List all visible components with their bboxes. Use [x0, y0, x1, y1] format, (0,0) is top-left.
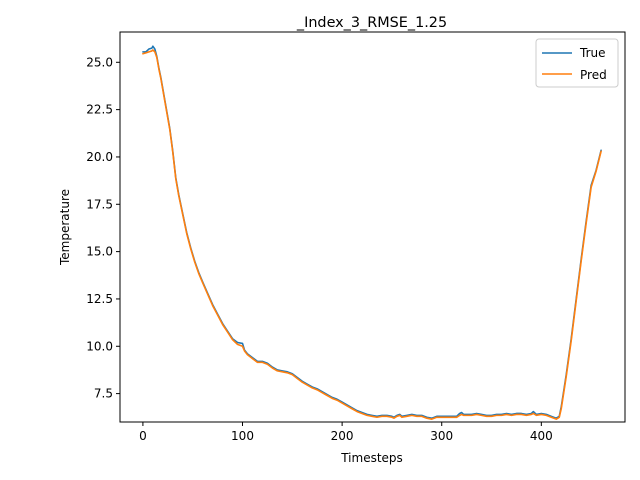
x-axis: 0 100 200 300 400 — [139, 422, 553, 443]
y-tick-label: 10.0 — [86, 339, 113, 353]
x-tick-label: 200 — [331, 429, 354, 443]
y-tick-label: 12.5 — [86, 292, 113, 306]
chart-title: _Index_3_RMSE_1.25 — [296, 15, 447, 31]
legend: True Pred — [535, 38, 619, 88]
y-tick-label: 25.0 — [86, 55, 113, 69]
x-tick-label: 400 — [530, 429, 553, 443]
axes-frame — [119, 31, 626, 423]
x-axis-label: Timesteps — [340, 451, 403, 465]
y-tick-label: 22.5 — [86, 103, 113, 117]
y-axis: 7.5 10.0 12.5 15.0 17.5 20.0 22.5 25.0 — [86, 55, 120, 401]
x-tick-label: 300 — [430, 429, 453, 443]
legend-box — [535, 38, 619, 88]
y-tick-label: 15.0 — [86, 245, 113, 259]
legend-label-true: True — [579, 46, 606, 60]
legend-label-pred: Pred — [580, 68, 607, 82]
y-tick-label: 20.0 — [86, 150, 113, 164]
x-tick-label: 0 — [139, 429, 147, 443]
y-axis-label: Temperature — [58, 189, 72, 266]
series-layer — [142, 45, 602, 420]
y-tick-label: 17.5 — [86, 197, 113, 211]
y-tick-label: 7.5 — [94, 387, 113, 401]
series-line-pred — [142, 49, 602, 420]
x-tick-label: 100 — [231, 429, 254, 443]
